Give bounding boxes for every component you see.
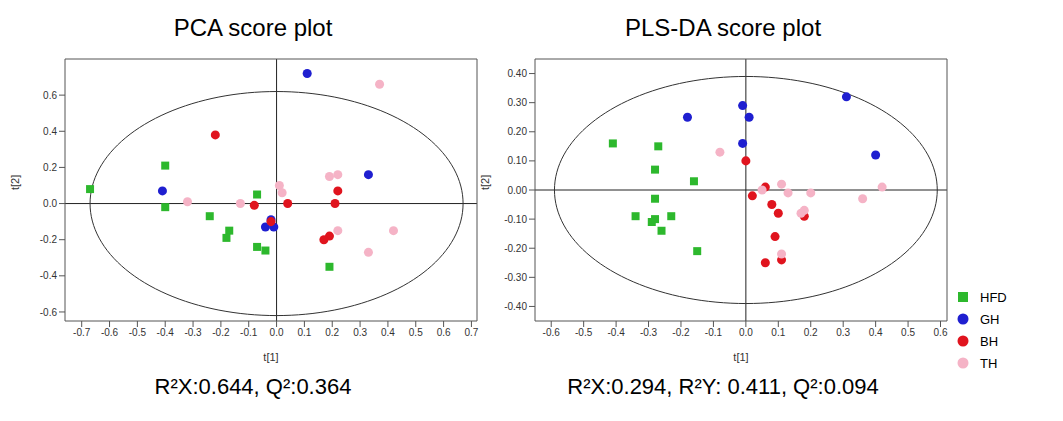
- svg-text:-0.2: -0.2: [672, 327, 690, 338]
- svg-text:0.7: 0.7: [464, 327, 478, 338]
- svg-text:0.4: 0.4: [869, 327, 883, 338]
- svg-text:0.0: 0.0: [270, 327, 284, 338]
- svg-text:0.0: 0.0: [739, 327, 753, 338]
- html-text:PCA score plot: PCA score plot: [173, 14, 333, 41]
- svg-text:-0.2: -0.2: [40, 234, 58, 245]
- svg-text:-0.20: -0.20: [504, 243, 527, 254]
- svg-text:t[1]: t[1]: [733, 351, 748, 363]
- svg-text:t[2]: t[2]: [9, 175, 21, 190]
- svg-text:-0.4: -0.4: [607, 327, 625, 338]
- svg-text:0.6: 0.6: [43, 90, 57, 101]
- svg-text:-0.1: -0.1: [240, 327, 258, 338]
- svg-text:-0.2: -0.2: [212, 327, 230, 338]
- html-text:TH: TH: [980, 355, 998, 371]
- svg-text:-0.10: -0.10: [504, 214, 527, 225]
- html-text:GH: GH: [980, 311, 1000, 327]
- svg-text:0.3: 0.3: [836, 327, 850, 338]
- svg-text:-0.6: -0.6: [543, 327, 561, 338]
- svg-text:0.3: 0.3: [353, 327, 367, 338]
- svg-text:-0.30: -0.30: [504, 272, 527, 283]
- svg-text:0.2: 0.2: [325, 327, 339, 338]
- html-text:BH: BH: [980, 333, 999, 349]
- svg-text:0.2: 0.2: [804, 327, 818, 338]
- html-text:R²X:0.644, Q²:0.364: R²X:0.644, Q²:0.364: [154, 374, 352, 399]
- svg-text:-0.5: -0.5: [575, 327, 593, 338]
- svg-text:-0.4: -0.4: [157, 327, 175, 338]
- svg-text:-0.4: -0.4: [40, 270, 58, 281]
- svg-text:t[1]: t[1]: [263, 351, 278, 363]
- svg-text:-0.5: -0.5: [129, 327, 147, 338]
- svg-text:-0.3: -0.3: [184, 327, 202, 338]
- svg-text:0.20: 0.20: [508, 126, 528, 137]
- svg-text:0.30: 0.30: [508, 97, 528, 108]
- svg-text:-0.40: -0.40: [504, 301, 527, 312]
- svg-text:0.10: 0.10: [508, 155, 528, 166]
- svg-text:t[2]: t[2]: [479, 175, 491, 190]
- html-text:HFD: HFD: [980, 289, 1007, 305]
- svg-text:-0.6: -0.6: [40, 307, 58, 318]
- svg-text:0.6: 0.6: [437, 327, 451, 338]
- svg-text:-0.3: -0.3: [640, 327, 658, 338]
- svg-text:0.00: 0.00: [508, 185, 528, 196]
- svg-text:0.2: 0.2: [43, 162, 57, 173]
- svg-text:-0.1: -0.1: [705, 327, 723, 338]
- html-text:R²X:0.294, R²Y: 0.411, Q²:0.09: R²X:0.294, R²Y: 0.411, Q²:0.094: [567, 374, 879, 399]
- svg-text:0.1: 0.1: [771, 327, 785, 338]
- svg-text:0.4: 0.4: [381, 327, 395, 338]
- svg-text:0.1: 0.1: [297, 327, 311, 338]
- html-text:PLS-DA score plot: PLS-DA score plot: [625, 14, 821, 41]
- svg-text:-0.6: -0.6: [101, 327, 119, 338]
- svg-text:0.6: 0.6: [934, 327, 948, 338]
- svg-text:0.4: 0.4: [43, 126, 57, 137]
- svg-text:0.5: 0.5: [409, 327, 423, 338]
- svg-text:0.40: 0.40: [508, 68, 528, 79]
- svg-text:0.0: 0.0: [43, 198, 57, 209]
- svg-text:0.5: 0.5: [901, 327, 915, 338]
- svg-text:-0.7: -0.7: [73, 327, 91, 338]
